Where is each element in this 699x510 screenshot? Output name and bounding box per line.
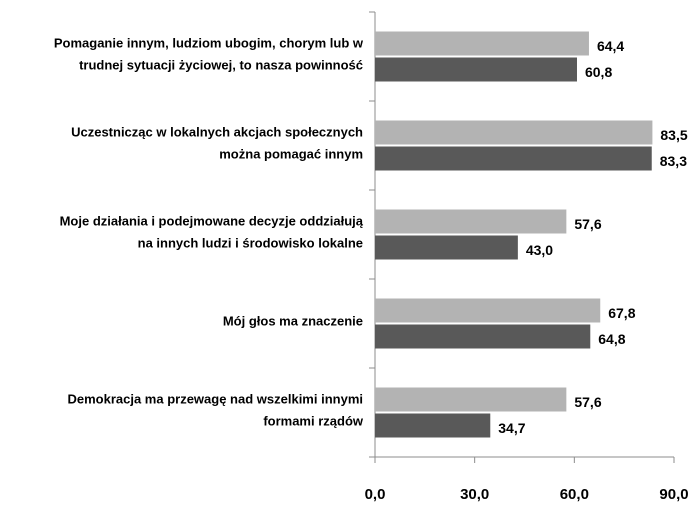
bar <box>375 413 491 438</box>
value-label: 64,8 <box>598 331 625 347</box>
bar <box>375 146 652 171</box>
category-label-line: trudnej sytuacji życiowej, to nasza powi… <box>79 58 363 73</box>
category-label-line: Mój głos ma znaczenie <box>223 314 363 329</box>
x-tick-label: 60,0 <box>560 486 589 503</box>
bar <box>375 387 567 412</box>
bar <box>375 235 518 260</box>
category-label: Uczestnicząc w lokalnych akcjach społecz… <box>71 125 363 162</box>
category-label-line: na innych ludzi i środowisko lokalne <box>138 236 363 251</box>
category-label-line: Demokracja ma przewagę nad wszelkimi inn… <box>67 392 363 407</box>
value-label: 34,7 <box>498 420 525 436</box>
value-label: 57,6 <box>574 216 601 232</box>
category-label-line: Pomaganie innym, ludziom ubogim, chorym … <box>54 36 364 51</box>
category-label-line: Uczestnicząc w lokalnych akcjach społecz… <box>71 125 363 140</box>
bar <box>375 120 653 145</box>
category-label: Moje działania i podejmowane decyzje odd… <box>60 214 364 251</box>
bar <box>375 324 591 349</box>
bar <box>375 57 577 82</box>
value-label: 57,6 <box>574 394 601 410</box>
x-tick-label: 90,0 <box>659 486 688 503</box>
bar <box>375 31 589 56</box>
category-label-line: formami rządów <box>263 414 364 429</box>
value-label: 67,8 <box>608 305 635 321</box>
category-label: Demokracja ma przewagę nad wszelkimi inn… <box>67 392 363 429</box>
bar <box>375 298 601 323</box>
bar <box>375 209 567 234</box>
category-label: Pomaganie innym, ludziom ubogim, chorym … <box>54 36 364 73</box>
category-label: Mój głos ma znaczenie <box>223 314 363 329</box>
x-tick-label: 30,0 <box>460 486 489 503</box>
value-label: 83,3 <box>660 153 687 169</box>
value-label: 60,8 <box>585 64 612 80</box>
value-label: 43,0 <box>526 242 553 258</box>
category-label-line: Moje działania i podejmowane decyzje odd… <box>60 214 364 229</box>
value-label: 83,5 <box>660 127 687 143</box>
value-label: 64,4 <box>597 38 624 54</box>
category-label-line: można pomagać innym <box>219 147 363 162</box>
x-tick-label: 0,0 <box>365 486 386 503</box>
